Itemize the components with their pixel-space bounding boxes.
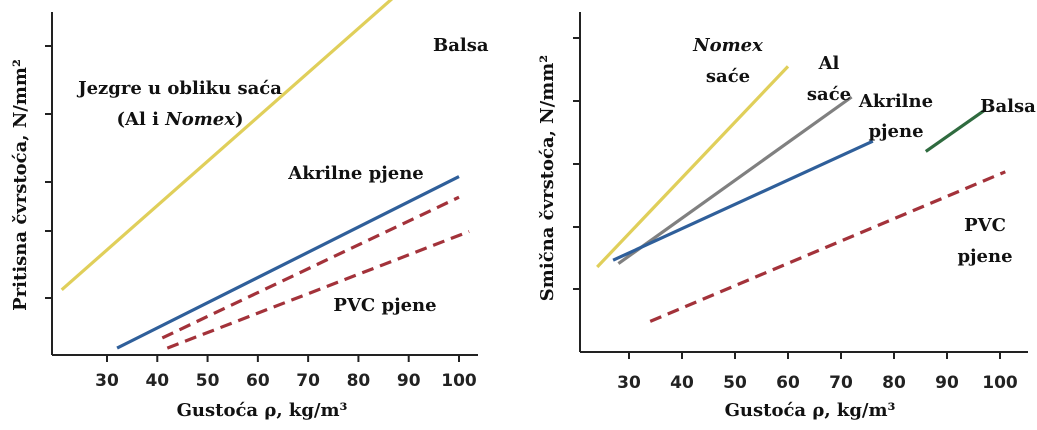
left-x-tick-label-40: 40: [145, 371, 169, 391]
right-y-axis-label: Smična čvrstoća, N/mm²: [537, 55, 558, 301]
left-series-line-3: [161, 195, 460, 340]
right-label-nomex: Nomex: [692, 35, 763, 56]
right-series-line-3: [924, 109, 986, 153]
right-series-group: [596, 65, 1006, 323]
left-x-tick-label-70: 70: [296, 371, 320, 391]
right-label-nomex-sace: saće: [706, 66, 750, 87]
right-series-line-2: [612, 139, 874, 262]
left-x-tick-label-80: 80: [347, 371, 371, 391]
right-x-tick-label-30: 30: [617, 373, 641, 393]
right-series-line-1: [617, 95, 853, 265]
right-series-line-4: [649, 170, 1006, 323]
right-x-tick-label-40: 40: [670, 373, 694, 393]
left-x-tick-label-100: 100: [441, 371, 477, 391]
left-label-honeycomb: Jezgre u obliku saća: [76, 78, 282, 99]
right-label-acrylic: Akrilne: [858, 91, 933, 112]
right-x-tick-label-80: 80: [882, 373, 906, 393]
left-x-tick-label-60: 60: [246, 371, 270, 391]
right-label-acrylic-pjene: pjene: [868, 121, 923, 142]
right-x-tick-label-100: 100: [982, 373, 1018, 393]
right-y-ticks: [573, 37, 580, 290]
right-label-al-sace: saće: [807, 84, 851, 105]
right-x-tick-label-70: 70: [829, 373, 853, 393]
right-series-line-0: [596, 65, 790, 269]
left-x-tick-label-30: 30: [95, 371, 119, 391]
left-x-ticks: 30 40 50 60 70 80 90 100: [95, 355, 477, 391]
right-label-al: Al: [818, 53, 840, 74]
right-x-tick-label-60: 60: [776, 373, 800, 393]
right-x-tick-label-90: 90: [935, 373, 959, 393]
right-x-ticks: 30 40 50 60 70 80 90 100: [617, 352, 1018, 393]
right-label-pvc-pjene: pjene: [957, 246, 1012, 267]
left-x-axis-label: Gustoća ρ, kg/m³: [177, 400, 348, 421]
right-label-pvc: PVC: [964, 215, 1006, 236]
left-series-group: [60, 0, 470, 350]
right-label-balsa: Balsa: [980, 96, 1036, 117]
right-x-tick-label-50: 50: [723, 373, 747, 393]
left-series-line-4: [166, 230, 470, 350]
left-x-tick-label-90: 90: [397, 371, 421, 391]
left-label-pvc: PVC pjene: [333, 295, 436, 316]
left-series-line-0: [60, 0, 394, 292]
left-x-tick-label-50: 50: [196, 371, 220, 391]
left-label-honeycomb-materials: (Al i Nomex): [117, 109, 244, 130]
left-y-ticks: [45, 45, 52, 299]
left-y-axis-label: Pritisna čvrstoća, N/mm²: [10, 59, 31, 311]
right-x-axis-label: Gustoća ρ, kg/m³: [725, 400, 896, 421]
left-label-acrylic: Akrilne pjene: [287, 163, 424, 184]
left-label-balsa: Balsa: [433, 35, 489, 56]
right-chart: 30 40 50 60 70 80 90 100 Gustoća ρ, kg/m³ Smičn…: [537, 12, 1036, 421]
left-chart: 30 40 50 60 70 80 90 100 Gustoća ρ, kg/m³ Priti…: [10, 0, 489, 421]
left-series-line-2: [116, 175, 460, 350]
